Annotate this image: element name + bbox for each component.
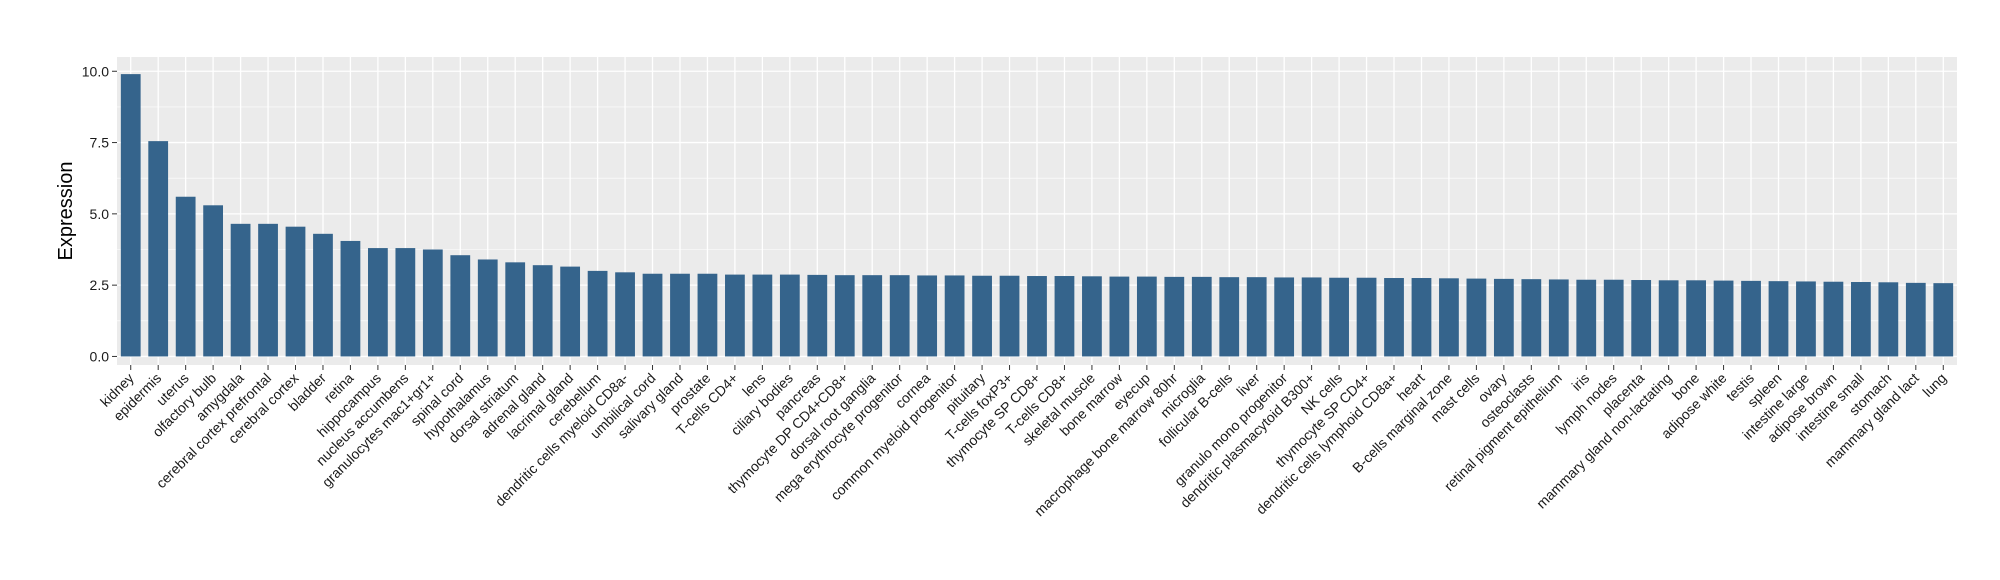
bar [1356,277,1377,357]
bar [505,262,526,357]
bar [1823,281,1844,357]
bar [670,273,690,357]
y-tick-label: 10.0 [82,63,109,79]
y-axis: 0.0 2.5 5.0 7.5 10.0 [82,63,117,364]
bar [422,249,443,357]
y-tick-label: 5.0 [90,206,110,222]
bar [1274,277,1295,357]
bar [1905,282,1926,357]
bar [450,255,471,357]
bar [1027,276,1047,357]
bar [532,265,553,357]
bar [944,275,965,357]
bar [1741,280,1761,357]
bar [1631,280,1652,357]
bar [752,274,773,357]
bar [1713,280,1734,357]
bar [1686,280,1706,357]
bar [175,196,196,357]
y-tick-label: 7.5 [90,135,110,151]
bar [697,273,718,357]
bar [1246,277,1267,357]
bar [1054,276,1075,357]
bar [917,275,938,357]
bar [1136,276,1157,357]
bar [834,275,855,357]
bars [120,74,1954,357]
bar [1768,281,1789,357]
y-axis-title: Expression [55,162,77,261]
bar [477,259,498,357]
bar [807,274,828,357]
bar [258,223,278,357]
bar [1576,279,1597,357]
bar [1109,276,1130,357]
bar [1082,276,1102,357]
bar [642,273,663,357]
bar [999,275,1020,357]
bar [1466,278,1487,357]
bar [889,275,910,357]
bar [1548,279,1569,357]
bar [120,74,141,357]
bar [203,205,224,357]
bar [1164,276,1185,357]
bar [560,266,581,357]
bar [285,226,306,357]
bar [1411,278,1432,357]
bar [587,270,608,357]
bar [972,275,992,357]
bar [1329,277,1349,357]
bar [725,274,745,357]
bar [1796,281,1816,357]
bar [1493,278,1514,357]
bar [1603,279,1624,357]
bar [340,240,361,357]
bar [1384,278,1404,357]
bar [230,223,251,357]
bar [368,248,388,357]
bar [862,275,883,357]
y-tick-label: 0.0 [90,348,110,364]
bar [779,274,800,357]
bar [1301,277,1322,357]
bar [313,233,333,357]
bar [148,141,169,357]
bar [1850,282,1871,357]
bar [1658,280,1679,357]
bar [1219,277,1240,357]
bar [395,248,416,357]
bar [1439,278,1459,357]
bar [1878,282,1899,357]
bar [1191,276,1212,357]
bar [1521,279,1542,357]
y-tick-label: 2.5 [90,277,110,293]
x-tick-label: lung [1919,370,1949,400]
bar [615,272,635,357]
bar [1933,283,1954,357]
